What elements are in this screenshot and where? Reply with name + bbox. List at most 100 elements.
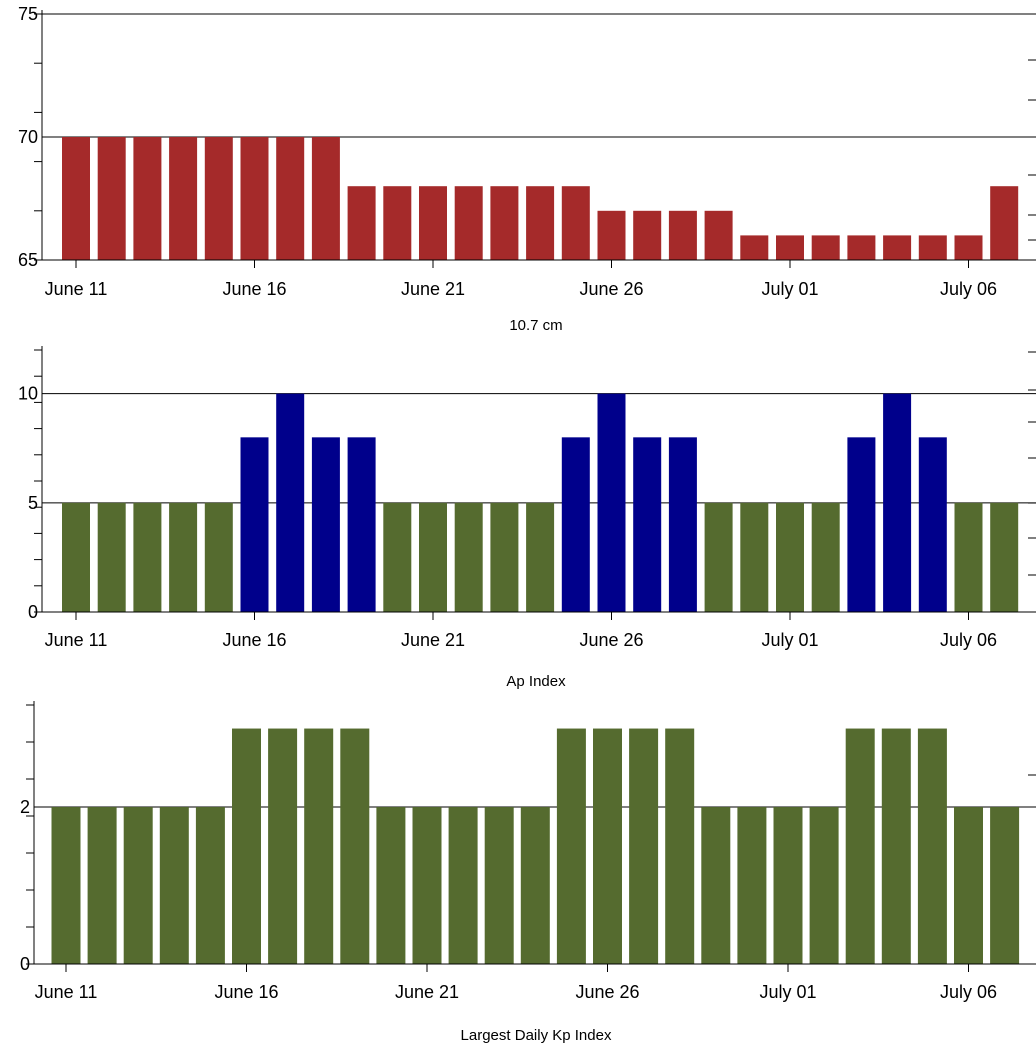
bar [311, 137, 340, 260]
bar [97, 137, 126, 260]
bar [954, 235, 983, 260]
bar [204, 502, 233, 612]
x-tick-label: June 16 [222, 630, 286, 650]
bar [740, 502, 769, 612]
bar [737, 807, 767, 964]
bar [311, 437, 340, 612]
bar [268, 728, 298, 964]
bar [883, 393, 912, 612]
chart-2: 0 5 10 June 11 June 16 June 21 June 26 July 01 J… [18, 346, 1036, 690]
bar [376, 807, 406, 964]
x-tick-label: July 01 [761, 279, 818, 299]
bar [347, 186, 376, 260]
y-tick-label: 75 [18, 4, 38, 24]
bar [159, 807, 189, 964]
bar [87, 807, 117, 964]
bar [917, 728, 947, 964]
bar [419, 502, 447, 612]
y-tick-label: 65 [18, 250, 38, 270]
x-tick-label: June 26 [579, 630, 643, 650]
bar [740, 235, 769, 260]
bar [593, 728, 622, 964]
bar [918, 437, 947, 612]
bar [123, 807, 153, 964]
bar [169, 137, 198, 260]
bar [347, 437, 376, 612]
bar [811, 502, 840, 612]
bar [419, 186, 447, 260]
bar [883, 235, 912, 260]
bar [520, 807, 550, 964]
x-tick-label: July 06 [940, 279, 997, 299]
bar [240, 137, 269, 260]
x-tick-label: July 01 [761, 630, 818, 650]
y-tick-label: 70 [18, 127, 38, 147]
bar [597, 210, 626, 260]
bar [340, 728, 370, 964]
x-tick-label: July 06 [940, 630, 997, 650]
y-tick-label: 10 [18, 384, 38, 404]
bar [633, 210, 662, 260]
bar [304, 728, 334, 964]
bar [526, 502, 555, 612]
x-axis-title: Ap Index [506, 673, 566, 690]
bar [484, 807, 514, 964]
bar [990, 186, 1019, 260]
x-tick-label: June 11 [35, 982, 98, 1002]
bar [701, 807, 731, 964]
y-tick-label: 0 [20, 954, 30, 974]
bar [454, 186, 483, 260]
bar [62, 137, 90, 260]
bar [556, 728, 586, 964]
bar [918, 235, 947, 260]
bar [490, 502, 519, 612]
bar [847, 437, 876, 612]
bar [383, 502, 412, 612]
bar [240, 437, 269, 612]
x-tick-label: June 26 [575, 982, 639, 1002]
bar [526, 186, 555, 260]
y-tick-label: 2 [20, 797, 30, 817]
bar [629, 728, 659, 964]
chart-3: 0 2 June 11 June 16 June 21 June 26 July 01 Jul… [20, 701, 1036, 1044]
x-tick-label: June 11 [45, 279, 108, 299]
bar [881, 728, 911, 964]
bar [561, 186, 590, 260]
bar [561, 437, 590, 612]
bar [195, 807, 225, 964]
x-tick-label: June 21 [395, 982, 459, 1002]
bar [51, 807, 81, 964]
y-tick-label: 5 [28, 493, 38, 513]
bar [412, 807, 442, 964]
x-tick-label: July 06 [940, 982, 997, 1002]
bar [847, 235, 876, 260]
bar [668, 437, 697, 612]
bar [776, 235, 804, 260]
bar [704, 210, 733, 260]
bar [448, 807, 478, 964]
bar [169, 502, 198, 612]
bar [665, 728, 695, 964]
chart-1: 65 70 75 June 11 June 16 June 21 June 26 July 0… [18, 4, 1036, 334]
bar [597, 393, 626, 612]
bar [62, 502, 90, 612]
bar [845, 728, 875, 964]
x-tick-label: July 01 [759, 982, 816, 1002]
bar [383, 186, 412, 260]
bar [490, 186, 519, 260]
bar [276, 137, 305, 260]
y-tick-label: 0 [28, 602, 38, 622]
bar [97, 502, 126, 612]
bar [133, 502, 162, 612]
bar [633, 437, 662, 612]
bar [454, 502, 483, 612]
bar [133, 137, 162, 260]
x-axis-title: 10.7 cm [509, 317, 562, 334]
x-tick-label: June 16 [222, 279, 286, 299]
x-tick-label: June 26 [579, 279, 643, 299]
bar [232, 728, 261, 964]
bar [204, 137, 233, 260]
bar [954, 807, 983, 964]
